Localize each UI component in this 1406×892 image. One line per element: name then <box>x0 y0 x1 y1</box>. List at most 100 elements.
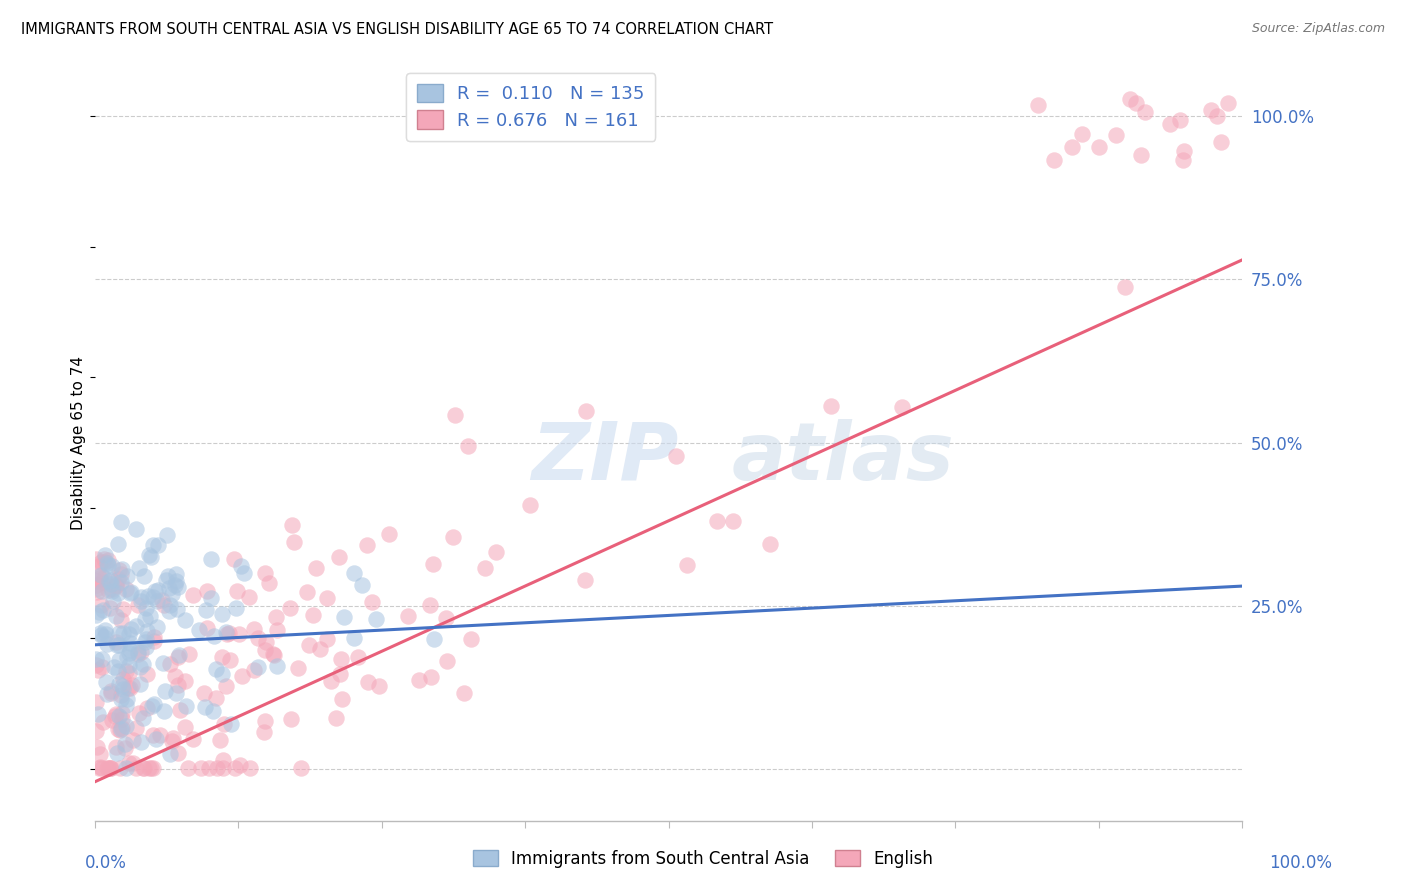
Point <box>127 598 149 612</box>
Point <box>253 566 276 580</box>
Point <box>891 400 914 414</box>
Point <box>195 584 218 599</box>
Point <box>100 761 122 775</box>
Point <box>280 712 302 726</box>
Point <box>105 638 128 652</box>
Point <box>91 603 114 617</box>
Point <box>665 449 688 463</box>
Point <box>162 731 184 745</box>
Point <box>231 559 253 574</box>
Point <box>108 564 131 578</box>
Point <box>101 594 124 608</box>
Point <box>131 711 153 725</box>
Point <box>107 709 129 723</box>
Point <box>266 623 288 637</box>
Point <box>343 631 366 645</box>
Point <box>97 558 120 572</box>
Point <box>197 761 219 775</box>
Point <box>343 566 366 580</box>
Point <box>321 673 343 688</box>
Point <box>84 582 107 596</box>
Point <box>153 599 176 613</box>
Point <box>1206 109 1229 123</box>
Point <box>238 590 260 604</box>
Point <box>105 746 128 760</box>
Point <box>108 653 131 667</box>
Point <box>143 583 166 598</box>
Point <box>149 728 172 742</box>
Point <box>108 638 131 652</box>
Point <box>112 672 135 686</box>
Point <box>253 714 276 728</box>
Point <box>160 734 183 748</box>
Point <box>165 574 187 589</box>
Point <box>138 761 160 775</box>
Point <box>94 555 117 569</box>
Point <box>125 619 148 633</box>
Point <box>100 573 122 587</box>
Point <box>104 609 127 624</box>
Point <box>110 722 132 736</box>
Point <box>107 722 129 736</box>
Point <box>105 579 128 593</box>
Point <box>111 722 134 736</box>
Point <box>215 624 238 639</box>
Point <box>204 690 226 705</box>
Text: ZIP: ZIP <box>531 418 678 497</box>
Point <box>94 626 117 640</box>
Point <box>396 609 419 624</box>
Point <box>98 574 121 588</box>
Point <box>107 537 129 551</box>
Point <box>90 627 112 641</box>
Point <box>108 761 131 775</box>
Point <box>129 594 152 608</box>
Point <box>153 684 176 698</box>
Point <box>177 647 200 661</box>
Point <box>360 595 382 609</box>
Point <box>195 603 218 617</box>
Point <box>167 648 190 662</box>
Point <box>94 675 117 690</box>
Point <box>84 652 107 666</box>
Point <box>575 404 598 418</box>
Point <box>107 677 129 691</box>
Point <box>263 648 285 663</box>
Point <box>84 657 107 672</box>
Point <box>96 557 118 571</box>
Point <box>110 574 132 589</box>
Point <box>308 642 330 657</box>
Point <box>420 670 443 684</box>
Point <box>114 761 136 775</box>
Point <box>287 661 309 675</box>
Point <box>111 706 134 720</box>
Point <box>156 527 179 541</box>
Point <box>142 634 165 648</box>
Point <box>96 761 118 775</box>
Point <box>167 746 190 760</box>
Point <box>138 549 160 563</box>
Point <box>205 662 228 676</box>
Point <box>101 713 124 727</box>
Point <box>110 688 132 702</box>
Point <box>333 609 356 624</box>
Point <box>194 700 217 714</box>
Point <box>128 660 150 674</box>
Point <box>165 686 187 700</box>
Point <box>290 761 312 775</box>
Point <box>90 652 112 666</box>
Point <box>97 553 120 567</box>
Legend: Immigrants from South Central Asia, English: Immigrants from South Central Asia, Engl… <box>467 844 939 875</box>
Point <box>118 666 141 681</box>
Point <box>211 753 233 767</box>
Point <box>97 761 120 775</box>
Point <box>93 552 115 566</box>
Point <box>87 568 110 582</box>
Point <box>254 642 277 657</box>
Point <box>117 681 139 695</box>
Point <box>117 658 139 673</box>
Point <box>219 653 242 667</box>
Point <box>231 669 253 683</box>
Point <box>142 538 165 552</box>
Point <box>101 559 124 574</box>
Point <box>378 527 401 541</box>
